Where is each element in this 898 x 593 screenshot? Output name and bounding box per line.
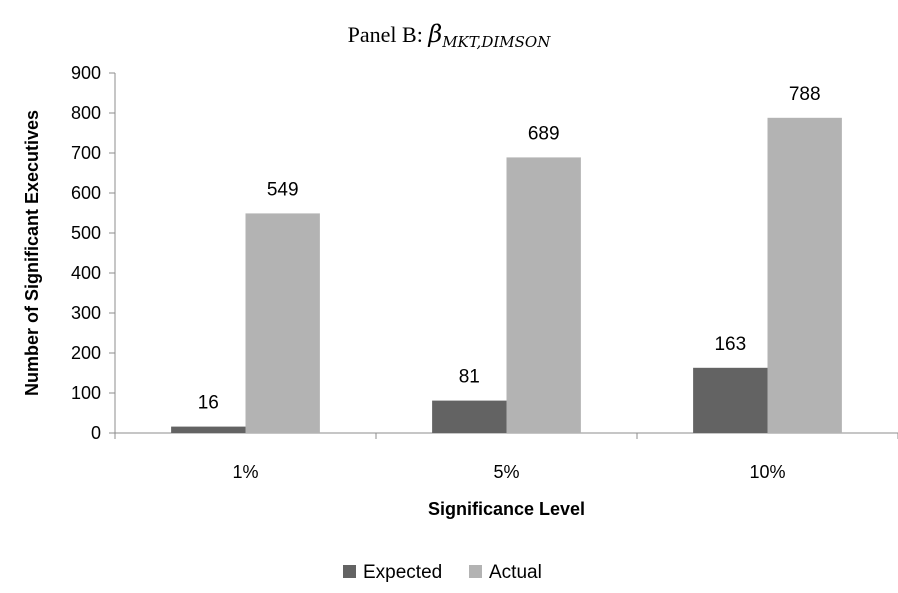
- data-labels: 16 81 163 549 689 788: [198, 84, 821, 414]
- legend-label-actual: Actual: [489, 562, 542, 583]
- y-tick-label: 700: [71, 143, 101, 163]
- data-label-expected: 81: [459, 367, 480, 388]
- bar-actual: [245, 213, 320, 433]
- data-label-actual: 788: [789, 84, 821, 105]
- y-axis-title: Number of Significant Executives: [22, 110, 42, 396]
- y-tick-label: 100: [71, 383, 101, 403]
- bar-expected: [693, 367, 768, 433]
- bar-actual: [767, 117, 842, 434]
- legend-label-expected: Expected: [363, 562, 442, 583]
- data-label-expected: 163: [714, 334, 746, 355]
- y-tick-label: 200: [71, 343, 101, 363]
- y-tick-label: 900: [71, 63, 101, 83]
- y-tick-label: 500: [71, 223, 101, 243]
- x-tick-label: 10%: [749, 462, 785, 482]
- bar-actual: [506, 157, 581, 433]
- y-tick-label: 400: [71, 263, 101, 283]
- bar-expected: [171, 426, 246, 433]
- legend-swatch-expected: [343, 565, 356, 578]
- x-axis-title: Significance Level: [428, 499, 585, 519]
- y-tick-label: 600: [71, 183, 101, 203]
- chart-title-subscript: MKT,DIMSON: [442, 33, 551, 51]
- data-label-expected: 16: [198, 393, 219, 414]
- chart-title-symbol: β: [428, 20, 443, 48]
- data-label-actual: 549: [267, 179, 299, 200]
- x-axis-ticks: 1% 5% 10%: [114, 433, 898, 482]
- bar-expected: [432, 400, 507, 433]
- legend: Expected Actual: [343, 562, 542, 583]
- y-tick-label: 800: [71, 103, 101, 123]
- x-tick-label: 1%: [232, 462, 258, 482]
- legend-swatch-actual: [469, 565, 482, 578]
- data-label-actual: 689: [528, 123, 560, 144]
- y-tick-label: 300: [71, 303, 101, 323]
- y-axis-ticks: 0 100 200 300 400 500 600 700 800 900: [71, 63, 115, 443]
- y-tick-label: 0: [91, 423, 101, 443]
- chart-title: Panel B: βMKT,DIMSON: [0, 20, 898, 51]
- x-tick-label: 5%: [493, 462, 519, 482]
- bars: [171, 117, 842, 434]
- chart-title-prefix: Panel B:: [347, 22, 429, 47]
